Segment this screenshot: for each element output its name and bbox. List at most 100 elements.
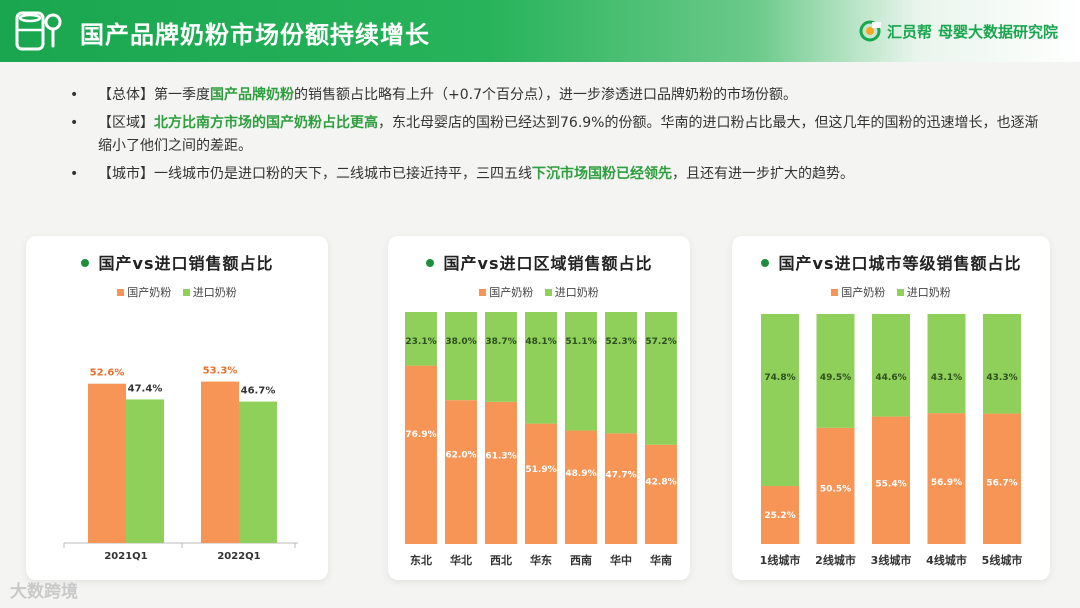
bullet-dot: • xyxy=(70,166,79,182)
summary-bullet: • 【城市】一线城市仍是进口粉的天下，二线城市已接近持平，三四五线下沉市场国粉已经… xyxy=(70,163,1050,186)
bullet-highlight: 国产品牌奶粉 xyxy=(210,87,294,103)
x-tick-label: 3线城市 xyxy=(871,553,912,567)
page-title: 国产品牌奶粉市场份额持续增长 xyxy=(80,21,430,49)
legend-label-imported: 进口奶粉 xyxy=(192,286,237,299)
data-label: 47.7% xyxy=(605,471,636,481)
milk-can-search-icon xyxy=(15,11,62,51)
chart-overall: 52.6%47.4% 2021Q1 53.3%46.7% 2022Q1 xyxy=(63,366,298,562)
bullet-text: 的销售额占比略有上升（+0.7个百分点），进一步渗透进口品牌奶粉的市场份额。 xyxy=(294,87,797,103)
bar-segment-imported xyxy=(405,312,437,366)
bar-segment-imported xyxy=(983,314,1021,414)
bar-segment-imported xyxy=(927,314,966,414)
bar-segment-domestic xyxy=(872,416,910,544)
data-label: 53.3% xyxy=(203,366,238,377)
data-label: 61.3% xyxy=(485,452,516,462)
title-dot-icon xyxy=(80,258,89,267)
bar-segment-domestic xyxy=(525,423,557,544)
bar-segment-imported xyxy=(761,314,799,487)
chart-card-region: 国产vs进口区域销售额占比 国产奶粉 进口奶粉 76.9% 23.1% 东北 62.0… xyxy=(388,236,690,580)
data-label: 74.8% xyxy=(764,373,795,383)
bar-segment-domestic xyxy=(405,365,437,544)
x-tick-label: 4线城市 xyxy=(926,553,967,567)
data-label: 51.9% xyxy=(525,465,556,475)
x-tick-label: 华中 xyxy=(610,553,632,567)
bullet-text: 【城市】一线城市仍是进口粉的天下，二线城市已接近持平，三四五线 xyxy=(98,166,532,182)
chart-title-city: 国产vs进口城市等级销售额占比 xyxy=(778,254,1022,273)
bar-segment-domestic xyxy=(565,430,597,544)
summary-bullets: • 【总体】第一季度国产品牌奶粉的销售额占比略有上升（+0.7个百分点），进一步渗… xyxy=(70,84,1050,191)
legend-label-domestic: 国产奶粉 xyxy=(841,286,886,299)
data-label: 56.9% xyxy=(931,478,962,488)
summary-bullet: • 【区域】北方比南方市场的国产奶粉占比更高，东北母婴店的国粉已经达到76.9%的… xyxy=(70,112,1050,158)
data-label: 43.1% xyxy=(931,373,962,383)
bar-segment-imported xyxy=(872,314,910,417)
data-label: 48.1% xyxy=(525,337,556,347)
brand-logo-icon xyxy=(859,20,881,42)
bar-segment-imported xyxy=(565,312,597,431)
bar-segment-imported xyxy=(605,312,637,434)
x-tick-label: 2线城市 xyxy=(815,553,856,567)
data-label: 49.5% xyxy=(820,373,851,383)
bar-segment-domestic xyxy=(445,400,477,544)
data-label: 25.2% xyxy=(764,511,795,521)
bullet-highlight: 下沉市场国粉已经领先 xyxy=(532,166,672,182)
data-label: 76.9% xyxy=(405,430,436,440)
legend-swatch-domestic xyxy=(831,288,839,296)
data-label: 52.3% xyxy=(605,337,636,347)
x-tick-label: 2021Q1 xyxy=(104,551,147,562)
chart-city: 25.2% 74.8% 1线城市 50.5% 49.5% 2线城市 55.4% 44.6% 3线… xyxy=(760,314,1023,567)
bar-segment-domestic xyxy=(605,433,637,544)
bullet-dot: • xyxy=(70,87,79,103)
chart-title-region: 国产vs进口区域销售额占比 xyxy=(443,254,653,273)
data-label: 48.9% xyxy=(565,469,596,479)
bar-segment-domestic xyxy=(485,401,517,544)
bullet-text: 【区域】 xyxy=(98,115,154,131)
chart-card-overall: 国产vs进口销售额占比 国产奶粉 进口奶粉 52.6% 47.4% 2021Q1 53… xyxy=(26,236,328,580)
data-label: 23.1% xyxy=(405,337,436,347)
legend-city: 国产奶粉 进口奶粉 xyxy=(732,284,1050,300)
x-tick-label: 东北 xyxy=(410,553,432,567)
bullet-text: 【总体】第一季度 xyxy=(98,87,210,103)
legend-label-imported: 进口奶粉 xyxy=(906,286,951,299)
data-label: 38.7% xyxy=(485,337,516,347)
bullet-text: ，且还有进一步扩大的趋势。 xyxy=(672,166,854,182)
legend-swatch-imported xyxy=(544,288,552,296)
legend-swatch-imported xyxy=(182,288,190,296)
bar-segment-domestic xyxy=(983,413,1021,544)
legend-overall: 国产奶粉 进口奶粉 xyxy=(26,284,328,300)
chart-card-city: 国产vs进口城市等级销售额占比 国产奶粉 进口奶粉 25.2% 74.8% 1线城市… xyxy=(732,236,1050,580)
data-label: 46.7% xyxy=(241,386,276,397)
bullet-dot: • xyxy=(70,115,79,131)
legend-region: 国产奶粉 进口奶粉 xyxy=(388,284,690,300)
data-label: 44.6% xyxy=(875,373,906,383)
header-bar: 国产品牌奶粉市场份额持续增长 汇员帮 母婴大数据研究院 xyxy=(0,0,1080,62)
data-label: 55.4% xyxy=(875,480,906,490)
x-tick-label: 华东 xyxy=(530,553,552,567)
x-tick-label: 5线城市 xyxy=(982,553,1023,567)
legend-label-imported: 进口奶粉 xyxy=(554,286,599,299)
data-label: 42.8% xyxy=(645,477,676,487)
legend-swatch-imported xyxy=(896,288,904,296)
data-label: 38.0% xyxy=(445,337,476,347)
summary-bullet: • 【总体】第一季度国产品牌奶粉的销售额占比略有上升（+0.7个百分点），进一步渗… xyxy=(70,84,1050,107)
bar-segment-domestic xyxy=(761,486,799,544)
x-tick-label: 西南 xyxy=(570,553,592,567)
bar-imported xyxy=(126,399,164,543)
data-label: 43.3% xyxy=(986,373,1017,383)
bar-domestic xyxy=(88,383,126,543)
x-tick-label: 华南 xyxy=(650,553,672,567)
title-dot-icon xyxy=(760,258,769,267)
bar-segment-domestic xyxy=(645,444,677,544)
bar-segment-imported xyxy=(485,312,517,402)
data-label: 56.7% xyxy=(986,478,1017,488)
legend-swatch-domestic xyxy=(117,288,125,296)
bullet-highlight: 北方比南方市场的国产奶粉占比更高 xyxy=(154,115,378,131)
bar-segment-imported xyxy=(645,312,677,445)
brand-subtitle: 母婴大数据研究院 xyxy=(937,22,1058,41)
bar-segment-domestic xyxy=(927,413,966,544)
x-tick-label: 2022Q1 xyxy=(217,551,260,562)
x-tick-label: 1线城市 xyxy=(760,553,801,567)
bar-segment-imported xyxy=(816,314,855,428)
chart-title-overall: 国产vs进口销售额占比 xyxy=(98,254,274,273)
bar-segment-imported xyxy=(445,312,477,401)
